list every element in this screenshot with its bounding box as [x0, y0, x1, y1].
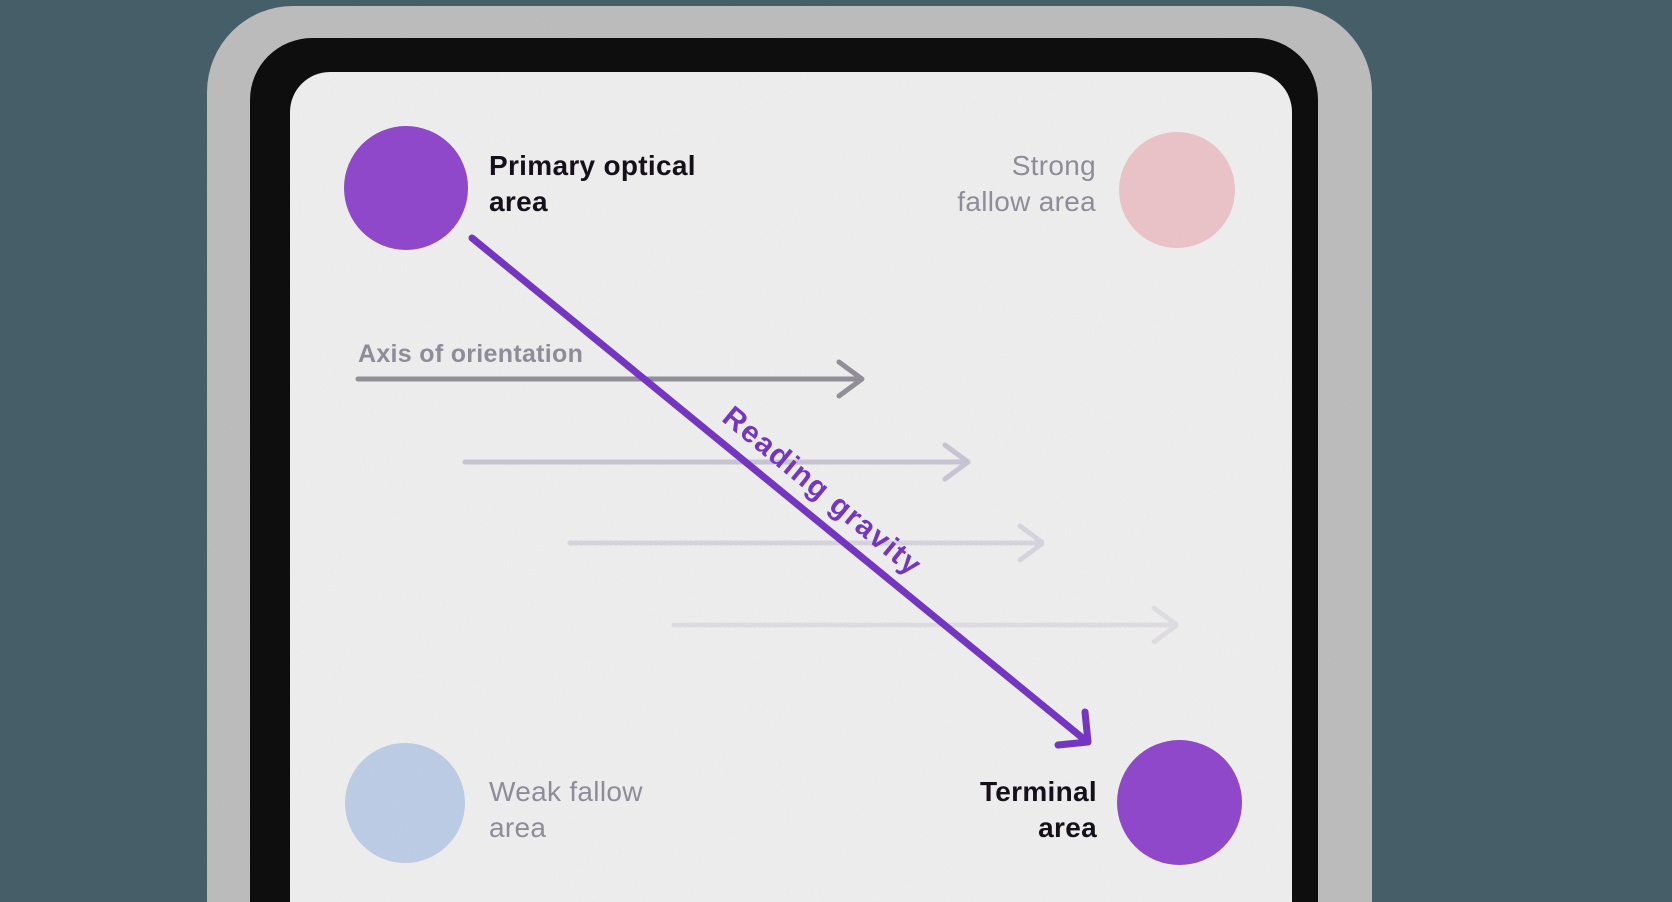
- device-bezel: Primary optical area Strong fallow area We…: [207, 6, 1372, 902]
- axis-arrow-2: [462, 442, 971, 482]
- device-frame: Primary optical area Strong fallow area We…: [250, 38, 1318, 902]
- axis-of-orientation-label: Axis of orientation: [358, 340, 584, 368]
- diagram-card: Primary optical area Strong fallow area We…: [290, 72, 1292, 902]
- axis-arrow-3: [567, 523, 1046, 563]
- reading-gravity-arrow: [468, 234, 1092, 749]
